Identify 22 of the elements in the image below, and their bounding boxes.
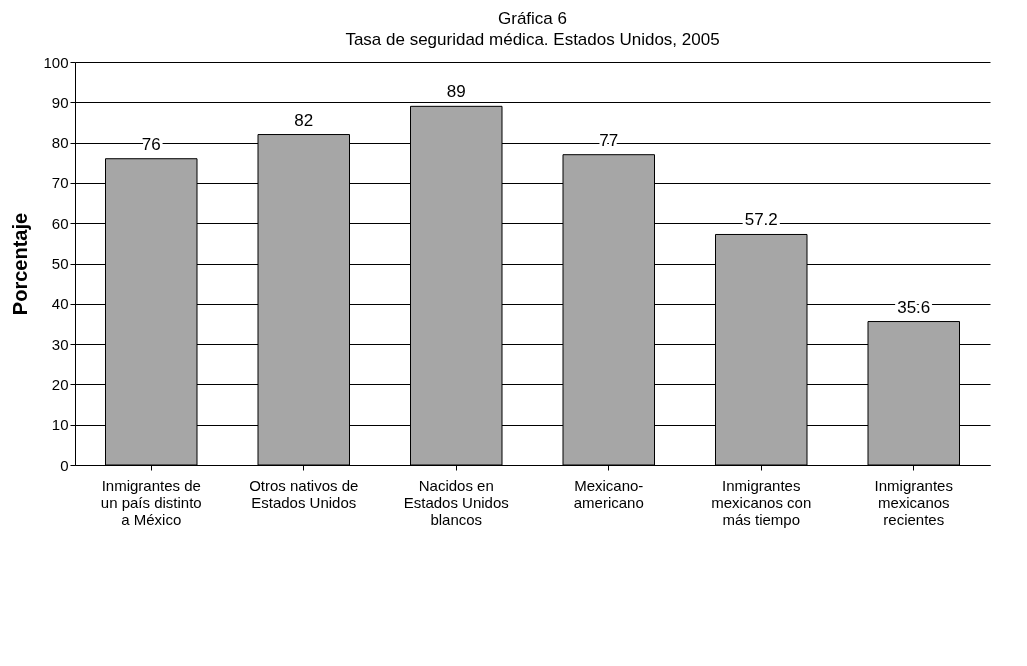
chart-title: Gráfica 6 (498, 9, 567, 28)
x-tick-label: Inmigrantes mexicanos recientes (874, 476, 953, 528)
chart-subtitle: Tasa de seguridad médica. Estados Unidos, 2005 (345, 30, 720, 49)
y-tick-label: 30 (51, 335, 69, 353)
data-label: 82 (294, 110, 314, 130)
x-tick-label: Otros nativos de Estados Unidos (249, 476, 359, 511)
y-tick-label: 0 (60, 456, 69, 474)
y-tick-label: 60 (51, 214, 69, 232)
x-tick-label: Mexicano-americano (573, 476, 644, 511)
y-tick-label: 50 (51, 255, 69, 272)
x-tick-label: Inmigrantes mexicanos con más tiempo (711, 476, 812, 528)
data-label: 89 (446, 82, 466, 102)
y-tick-label: 100 (43, 53, 69, 71)
x-tick-label: Nacidos en Estados Unidos blancos (403, 476, 509, 528)
x-tick-label: Inmigrantes de un país distinto a México (100, 476, 202, 528)
y-tick-label: 80 (51, 134, 69, 152)
y-tick-label: 90 (51, 93, 69, 111)
y-tick-label: 40 (51, 295, 69, 313)
y-axis-title: Porcentaje (9, 212, 32, 316)
y-tick-label: 20 (51, 375, 69, 393)
y-tick-label: 10 (51, 416, 69, 434)
y-tick-label: 70 (51, 174, 69, 192)
